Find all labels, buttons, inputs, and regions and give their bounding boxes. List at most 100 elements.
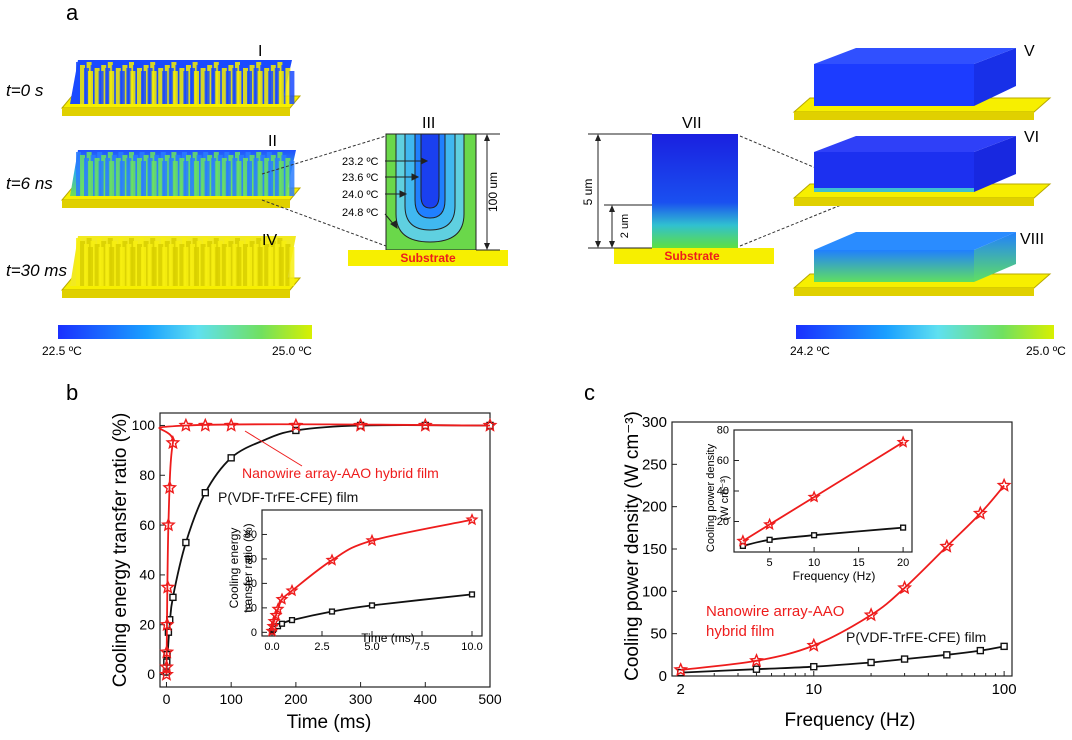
nanowire xyxy=(179,68,185,104)
nanowire xyxy=(289,247,295,286)
nanowire xyxy=(217,65,223,104)
vii-inner: 2 um xyxy=(619,214,631,238)
chart-c: 2 10 100 0 50 100 150 200 250 300 5 10 15 20 20 40 60 80 xyxy=(642,414,1017,698)
b-red-star-point xyxy=(162,479,178,495)
nanowire xyxy=(215,247,221,286)
nanowire xyxy=(186,241,191,286)
nanowire xyxy=(76,152,81,196)
nanowire xyxy=(158,244,164,286)
b-inset-red-star-point xyxy=(365,533,379,547)
nanowire xyxy=(183,247,189,286)
nanowire xyxy=(243,244,248,286)
nanowire xyxy=(264,244,270,286)
b-inset-black-square-point xyxy=(328,608,336,615)
nanowire xyxy=(207,241,213,286)
b-inset-xlabel: Time (ms) xyxy=(361,631,415,645)
nanowire xyxy=(101,241,107,286)
nanowire xyxy=(98,71,104,104)
b-inset-red-star-point xyxy=(271,602,285,615)
nanowire xyxy=(217,241,223,286)
nanowire xyxy=(88,161,93,196)
nanowire xyxy=(141,161,146,196)
nanowire xyxy=(257,161,263,196)
nanowire xyxy=(239,65,244,104)
nanowire xyxy=(119,161,125,196)
c-inset-ylabel-2: (W cm⁻³) xyxy=(719,476,731,521)
b-black-square-point xyxy=(164,628,173,636)
c-black-square-point xyxy=(810,662,818,671)
b-xtick-label: 0 xyxy=(163,691,171,707)
iii-temp-2: 24.0 ºC xyxy=(342,189,378,201)
nanowire-array-ii xyxy=(60,150,302,208)
b-inset-ylabel-1: Cooling energy xyxy=(227,528,241,609)
b-ytick-label: 80 xyxy=(139,467,155,483)
b-xtick-label: 200 xyxy=(284,691,308,707)
b-inset-ytick-label: 60 xyxy=(245,554,257,566)
b-inset-xtick-label: 7.5 xyxy=(414,641,429,653)
nanowire xyxy=(84,244,89,286)
nanowire xyxy=(249,155,255,196)
time-label-2: t=30 ms xyxy=(6,261,67,280)
c-xtick-label: 2 xyxy=(677,681,685,698)
label-VIII: VIII xyxy=(1020,231,1044,248)
c-legend-red-1: Nanowire array-AAO xyxy=(706,603,844,620)
nanowire xyxy=(236,71,242,104)
nanowire xyxy=(154,241,160,286)
nanowire xyxy=(98,247,104,286)
detail-iii: Substrate 100 um 23.2 ºC 23.6 ºC 24.0 ºC… xyxy=(342,115,508,266)
nanowire xyxy=(141,247,146,286)
nanowire xyxy=(236,247,242,286)
c-red-star-point xyxy=(749,652,764,668)
nanowire xyxy=(249,65,255,104)
nanowire xyxy=(84,68,89,104)
b-red-star-point xyxy=(197,417,213,432)
nanowire xyxy=(133,241,138,286)
nanowire xyxy=(207,65,213,104)
nanowire xyxy=(80,65,85,104)
label-VII: VII xyxy=(682,115,702,132)
iii-temp-1: 23.6 ºC xyxy=(342,172,378,184)
time-label-1: t=6 ns xyxy=(6,174,53,193)
label-III: III xyxy=(422,115,435,132)
nanowire xyxy=(137,158,142,196)
c-inset-red-star-point xyxy=(736,534,750,547)
nanowire xyxy=(115,68,121,104)
nanowire xyxy=(289,161,295,196)
b-inset-ylabel-2: transfer ratio (%) xyxy=(241,523,255,612)
nanowire-array-i xyxy=(60,60,302,116)
nanowire xyxy=(94,158,100,196)
nanowire xyxy=(88,247,93,286)
b-inset-red-star-point xyxy=(465,512,479,526)
nanowire xyxy=(90,65,96,104)
nanowire xyxy=(158,68,164,104)
nanowire xyxy=(211,244,217,286)
nanowire xyxy=(274,244,280,286)
nanowire xyxy=(154,65,160,104)
label-V: V xyxy=(1024,43,1035,60)
nanowire xyxy=(232,158,238,196)
nanowire xyxy=(101,65,107,104)
nanowire xyxy=(260,241,266,286)
zoom-lines-iii xyxy=(261,135,387,247)
nanowire xyxy=(111,155,117,196)
nanowire xyxy=(243,158,248,196)
b-legend-black: P(VDF-TrFE-CFE) film xyxy=(218,489,358,505)
b-red-star-point xyxy=(223,417,239,432)
c-ytick-label: 300 xyxy=(642,414,667,431)
c-xtick-label: 100 xyxy=(992,681,1017,698)
colorbar-left-max: 25.0 ºC xyxy=(272,344,312,358)
nanowire xyxy=(172,71,178,104)
nanowire xyxy=(239,241,244,286)
substrate-label-vii: Substrate xyxy=(664,249,720,263)
nanowire xyxy=(249,241,255,286)
b-red-star-point xyxy=(417,417,433,432)
c-ytick-label: 100 xyxy=(642,583,667,600)
c-inset-black-square-point xyxy=(811,532,818,539)
nanowire xyxy=(90,155,96,196)
b-inset-red-star-point xyxy=(269,608,283,621)
nanowire xyxy=(80,241,85,286)
nanowire xyxy=(143,155,149,196)
label-II: II xyxy=(268,133,277,150)
nanowire xyxy=(221,244,227,286)
nanowire xyxy=(143,241,149,286)
